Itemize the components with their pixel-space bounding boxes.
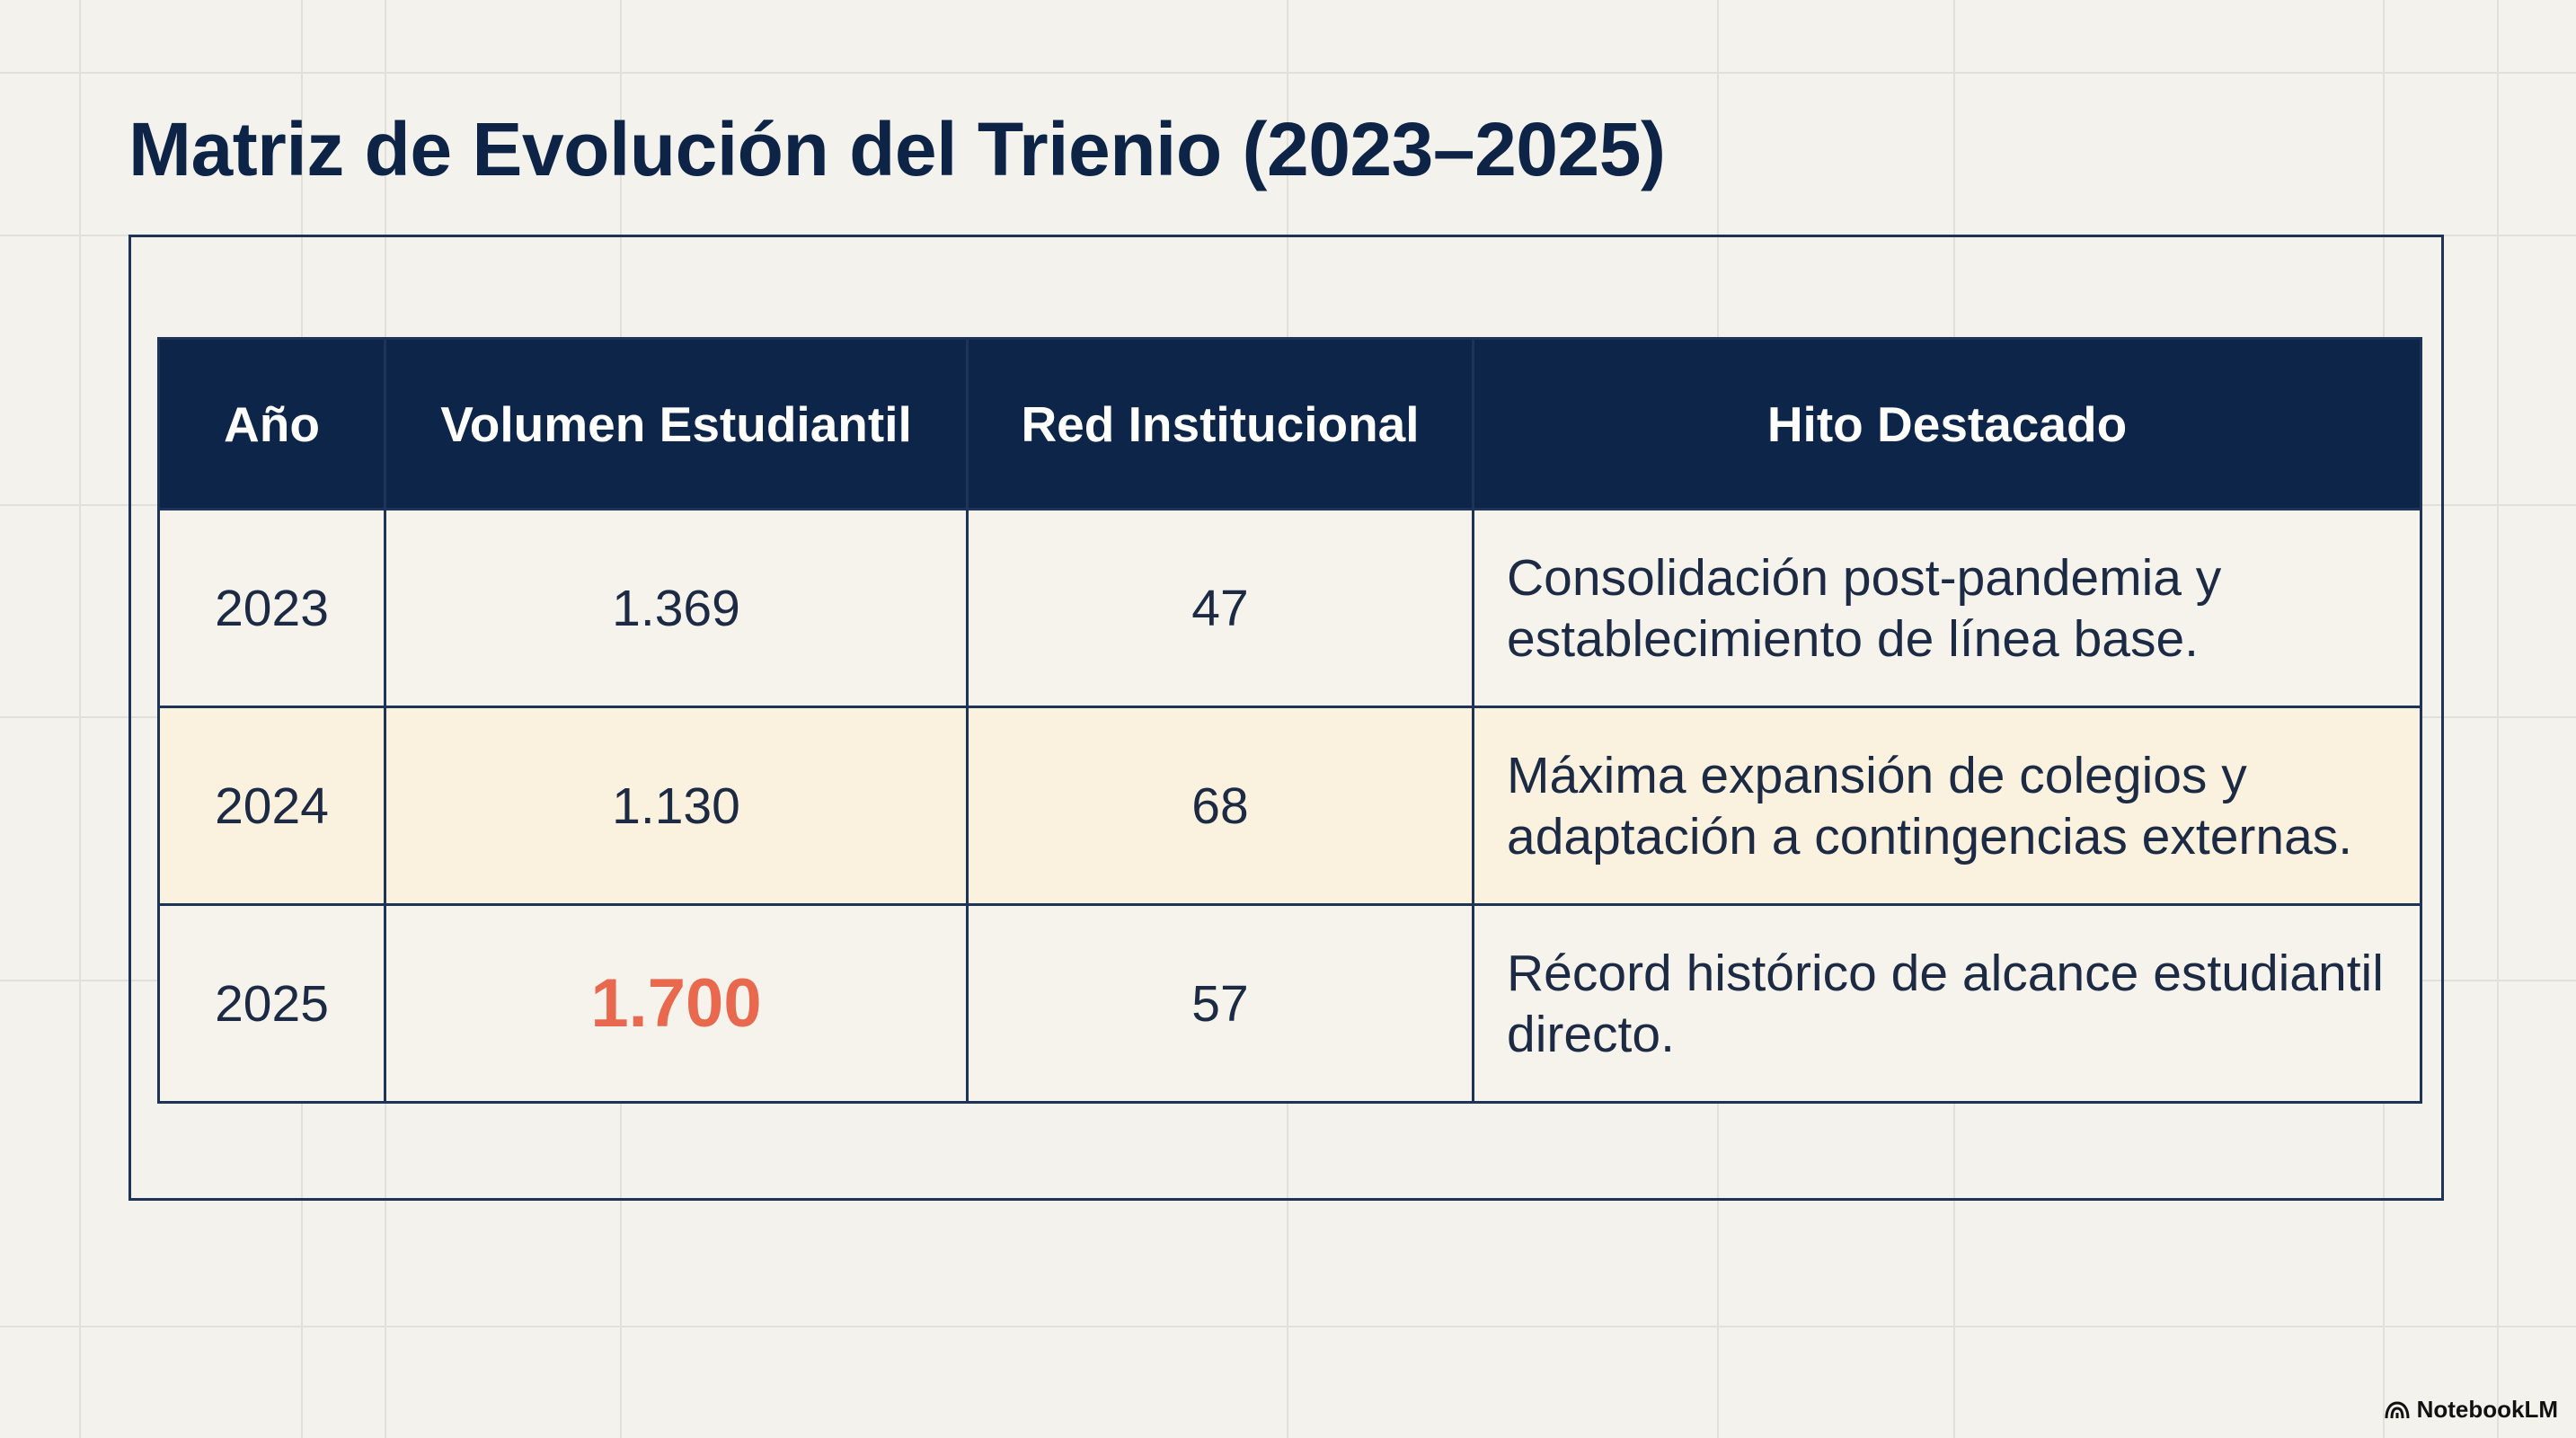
milestone-cell: Consolidación post-pandemia y establecim… <box>1472 508 2422 708</box>
year-cell: 2024 <box>157 706 386 906</box>
volume-cell: 1.130 <box>384 706 969 906</box>
table-row: 2024 1.130 68 Máxima expansión de colegi… <box>157 706 2422 906</box>
table-frame <box>128 235 2444 1201</box>
table-row: 2023 1.369 47 Consolidación post-pandemi… <box>157 508 2422 708</box>
table-header-row: Año Volumen Estudiantil Red Instituciona… <box>157 337 2422 510</box>
header-student-volume: Volumen Estudiantil <box>384 337 969 510</box>
milestone-cell: Máxima expansión de colegios y adaptació… <box>1472 706 2422 906</box>
notebooklm-watermark: NotebookLM <box>2385 1396 2558 1424</box>
network-cell: 47 <box>966 508 1474 708</box>
grid-line <box>0 72 2576 74</box>
milestone-cell: Récord histórico de alcance estudiantil … <box>1472 903 2422 1104</box>
header-milestone: Hito Destacado <box>1472 337 2422 510</box>
table-row: 2025 1.700 57 Récord histórico de alcanc… <box>157 903 2422 1104</box>
volume-cell-highlighted: 1.700 <box>384 903 969 1104</box>
year-cell: 2025 <box>157 903 386 1104</box>
network-cell: 57 <box>966 903 1474 1104</box>
slide-title: Matriz de Evolución del Trienio (2023–20… <box>128 107 1666 191</box>
grid-line <box>2497 0 2499 1438</box>
network-cell: 68 <box>966 706 1474 906</box>
grid-line <box>79 0 81 1438</box>
brand-label: NotebookLM <box>2416 1396 2558 1423</box>
header-year: Año <box>157 337 386 510</box>
header-institutional-network: Red Institucional <box>966 337 1474 510</box>
notebooklm-logo-icon <box>2385 1400 2410 1418</box>
year-cell: 2023 <box>157 508 386 708</box>
evolution-matrix-table: Año Volumen Estudiantil Red Instituciona… <box>157 337 2422 1104</box>
grid-line <box>0 1326 2576 1327</box>
volume-cell: 1.369 <box>384 508 969 708</box>
